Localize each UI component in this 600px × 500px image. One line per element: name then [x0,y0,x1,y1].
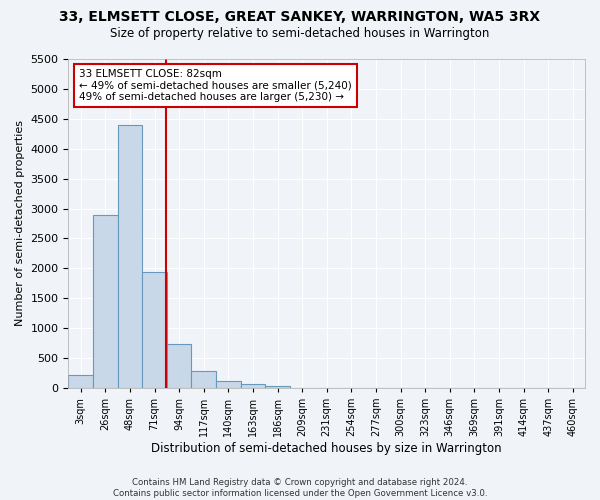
Bar [93,215,118,388]
Text: Size of property relative to semi-detached houses in Warrington: Size of property relative to semi-detach… [110,28,490,40]
Bar [142,272,167,388]
X-axis label: Distribution of semi-detached houses by size in Warrington: Distribution of semi-detached houses by … [151,442,502,455]
Text: Contains HM Land Registry data © Crown copyright and database right 2024.
Contai: Contains HM Land Registry data © Crown c… [113,478,487,498]
Bar [191,371,216,388]
Text: 33, ELMSETT CLOSE, GREAT SANKEY, WARRINGTON, WA5 3RX: 33, ELMSETT CLOSE, GREAT SANKEY, WARRING… [59,10,541,24]
Bar [241,384,265,388]
Bar [167,344,191,388]
Y-axis label: Number of semi-detached properties: Number of semi-detached properties [15,120,25,326]
Bar [68,375,93,388]
Text: 33 ELMSETT CLOSE: 82sqm
← 49% of semi-detached houses are smaller (5,240)
49% of: 33 ELMSETT CLOSE: 82sqm ← 49% of semi-de… [79,69,352,102]
Bar [216,381,241,388]
Bar [265,386,290,388]
Bar [118,126,142,388]
